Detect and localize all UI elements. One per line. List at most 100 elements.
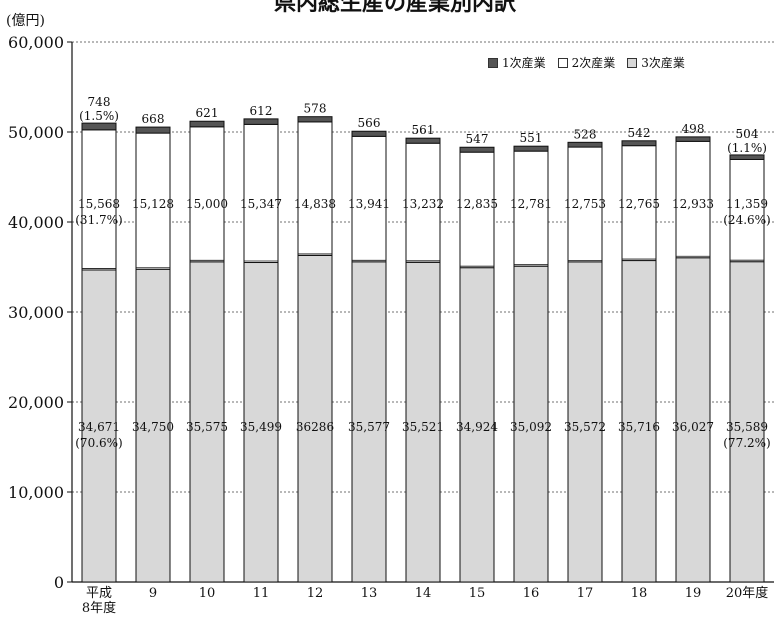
legend-swatch-secondary bbox=[557, 57, 568, 68]
value-label-primary: 578 bbox=[304, 102, 327, 116]
share-label-secondary: (24.6%) bbox=[723, 213, 770, 227]
value-label-tertiary: 34,924 bbox=[456, 420, 498, 434]
bar-secondary bbox=[459, 151, 495, 269]
x-tick-label: 12 bbox=[307, 586, 324, 601]
bar-secondary bbox=[567, 146, 603, 263]
bar-tertiary bbox=[459, 267, 495, 583]
legend-swatch-tertiary bbox=[627, 57, 638, 68]
value-label-secondary: 13,941 bbox=[348, 197, 390, 211]
y-tick-label: 60,000 bbox=[8, 33, 64, 52]
bar-primary bbox=[459, 146, 495, 153]
value-label-tertiary: 35,575 bbox=[186, 420, 228, 434]
bar-tertiary bbox=[405, 261, 441, 583]
bar-tertiary bbox=[513, 265, 549, 583]
value-label-primary: 612 bbox=[250, 104, 273, 118]
legend: 1次産業 2次産業 3次産業 bbox=[488, 54, 685, 71]
value-label-secondary: 15,000 bbox=[186, 197, 228, 211]
legend-item-tertiary: 3次産業 bbox=[627, 54, 685, 71]
bar-tertiary bbox=[621, 260, 657, 583]
value-label-tertiary: 35,092 bbox=[510, 420, 552, 434]
value-label-tertiary: 35,521 bbox=[402, 420, 444, 434]
bar-primary bbox=[189, 120, 225, 128]
bar-secondary bbox=[135, 132, 171, 270]
bar-primary bbox=[81, 122, 117, 131]
y-tick-label: 10,000 bbox=[8, 483, 64, 502]
value-label-tertiary: 35,577 bbox=[348, 420, 390, 434]
value-label-tertiary: 34,671 bbox=[78, 420, 120, 434]
bar-secondary bbox=[243, 123, 279, 264]
value-label-primary: 542 bbox=[628, 126, 651, 140]
bar-primary bbox=[729, 154, 765, 160]
x-tick-label: 10 bbox=[199, 586, 216, 601]
y-tick-label: 30,000 bbox=[8, 303, 64, 322]
x-tick-label: 平成 bbox=[86, 586, 112, 601]
value-label-primary: 504 bbox=[736, 127, 759, 141]
value-label-secondary: 12,765 bbox=[618, 197, 660, 211]
x-tick-label: 17 bbox=[577, 586, 594, 601]
share-label-tertiary: (70.6%) bbox=[75, 436, 122, 450]
value-label-tertiary: 35,572 bbox=[564, 420, 606, 434]
legend-label-tertiary: 3次産業 bbox=[641, 56, 685, 70]
value-label-secondary: 12,835 bbox=[456, 197, 498, 211]
x-tick-label: 20年度 bbox=[726, 585, 769, 601]
chart-title: 県内総生産の産業別内訳 bbox=[273, 0, 516, 16]
x-tick-label: 8年度 bbox=[82, 600, 116, 616]
value-label-tertiary: 35,716 bbox=[618, 420, 660, 434]
bar-primary bbox=[405, 137, 441, 144]
x-tick-label: 15 bbox=[469, 586, 486, 601]
value-label-tertiary: 35,499 bbox=[240, 420, 282, 434]
value-label-primary: 551 bbox=[520, 131, 543, 145]
value-label-primary: 547 bbox=[466, 132, 489, 146]
bar-secondary bbox=[621, 145, 657, 262]
legend-item-primary: 1次産業 bbox=[488, 54, 546, 71]
value-label-secondary: 15,128 bbox=[132, 197, 174, 211]
bar-tertiary bbox=[729, 261, 765, 583]
share-label-tertiary: (77.2%) bbox=[723, 436, 770, 450]
bar-secondary bbox=[351, 135, 387, 263]
bar-tertiary bbox=[297, 254, 333, 583]
bar-primary bbox=[513, 145, 549, 152]
legend-item-secondary: 2次産業 bbox=[557, 54, 616, 71]
y-axis-unit-label: (億円) bbox=[6, 13, 45, 29]
value-label-secondary: 15,347 bbox=[240, 197, 282, 211]
value-label-primary: 528 bbox=[574, 127, 597, 141]
x-tick-label: 9 bbox=[149, 586, 157, 601]
bar-tertiary bbox=[675, 257, 711, 583]
bar-primary bbox=[297, 116, 333, 123]
bar-primary bbox=[675, 136, 711, 142]
share-label-primary: (1.1%) bbox=[727, 141, 767, 155]
value-label-secondary: 11,359 bbox=[726, 197, 768, 211]
value-label-tertiary: 36286 bbox=[296, 420, 334, 434]
bar-tertiary bbox=[567, 261, 603, 583]
bar-secondary bbox=[405, 142, 441, 263]
value-label-tertiary: 34,750 bbox=[132, 420, 174, 434]
value-label-tertiary: 35,589 bbox=[726, 420, 768, 434]
bar-primary bbox=[621, 140, 657, 147]
bar-primary bbox=[567, 141, 603, 148]
legend-label-primary: 1次産業 bbox=[502, 56, 546, 70]
share-label-primary: (1.5%) bbox=[79, 109, 119, 123]
y-tick-label: 20,000 bbox=[8, 393, 64, 412]
value-label-secondary: 14,838 bbox=[294, 197, 336, 211]
bar-tertiary bbox=[135, 268, 171, 583]
value-label-primary: 668 bbox=[142, 112, 165, 126]
value-label-primary: 621 bbox=[196, 106, 219, 120]
x-tick-label: 19 bbox=[685, 586, 702, 601]
bar-secondary bbox=[297, 121, 333, 256]
bar-secondary bbox=[513, 150, 549, 267]
value-label-secondary: 13,232 bbox=[402, 197, 444, 211]
value-label-primary: 561 bbox=[412, 123, 435, 137]
share-label-secondary: (31.7%) bbox=[75, 213, 122, 227]
legend-label-secondary: 2次産業 bbox=[571, 56, 616, 70]
bar-secondary bbox=[189, 126, 225, 263]
x-tick-label: 11 bbox=[253, 586, 270, 601]
value-label-secondary: 12,753 bbox=[564, 197, 606, 211]
value-label-tertiary: 36,027 bbox=[672, 420, 714, 434]
x-tick-label: 13 bbox=[361, 586, 378, 601]
value-label-secondary: 12,933 bbox=[672, 197, 714, 211]
x-tick-label: 16 bbox=[523, 586, 540, 601]
value-label-primary: 748 bbox=[88, 95, 111, 109]
value-label-secondary: 12,781 bbox=[510, 197, 552, 211]
x-tick-label: 14 bbox=[415, 586, 432, 601]
